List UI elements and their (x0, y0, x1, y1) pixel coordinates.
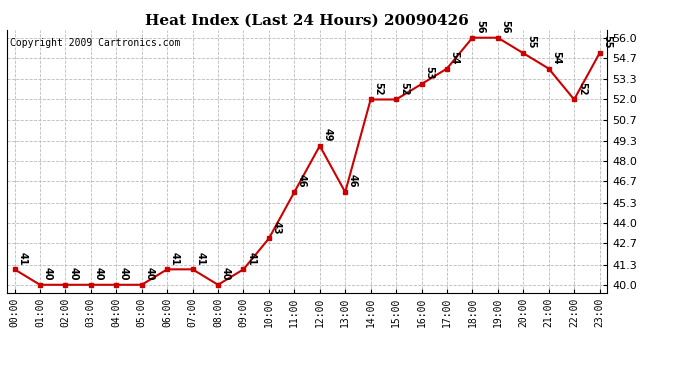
Text: 46: 46 (297, 174, 307, 188)
Text: 54: 54 (551, 51, 562, 64)
Text: 55: 55 (602, 36, 612, 49)
Title: Heat Index (Last 24 Hours) 20090426: Heat Index (Last 24 Hours) 20090426 (145, 13, 469, 27)
Text: 40: 40 (68, 267, 78, 280)
Text: 41: 41 (195, 252, 206, 265)
Text: 43: 43 (272, 221, 282, 234)
Text: 53: 53 (424, 66, 434, 80)
Text: 52: 52 (577, 82, 587, 95)
Text: 41: 41 (17, 252, 28, 265)
Text: 41: 41 (170, 252, 180, 265)
Text: 54: 54 (450, 51, 460, 64)
Text: 52: 52 (373, 82, 384, 95)
Text: 41: 41 (246, 252, 256, 265)
Text: Copyright 2009 Cartronics.com: Copyright 2009 Cartronics.com (10, 38, 180, 48)
Text: 46: 46 (348, 174, 358, 188)
Text: 40: 40 (43, 267, 52, 280)
Text: 49: 49 (322, 128, 333, 142)
Text: 56: 56 (501, 20, 511, 33)
Text: 56: 56 (475, 20, 485, 33)
Text: 40: 40 (94, 267, 104, 280)
Text: 40: 40 (119, 267, 129, 280)
Text: 55: 55 (526, 36, 536, 49)
Text: 52: 52 (399, 82, 409, 95)
Text: 40: 40 (221, 267, 230, 280)
Text: 40: 40 (144, 267, 155, 280)
